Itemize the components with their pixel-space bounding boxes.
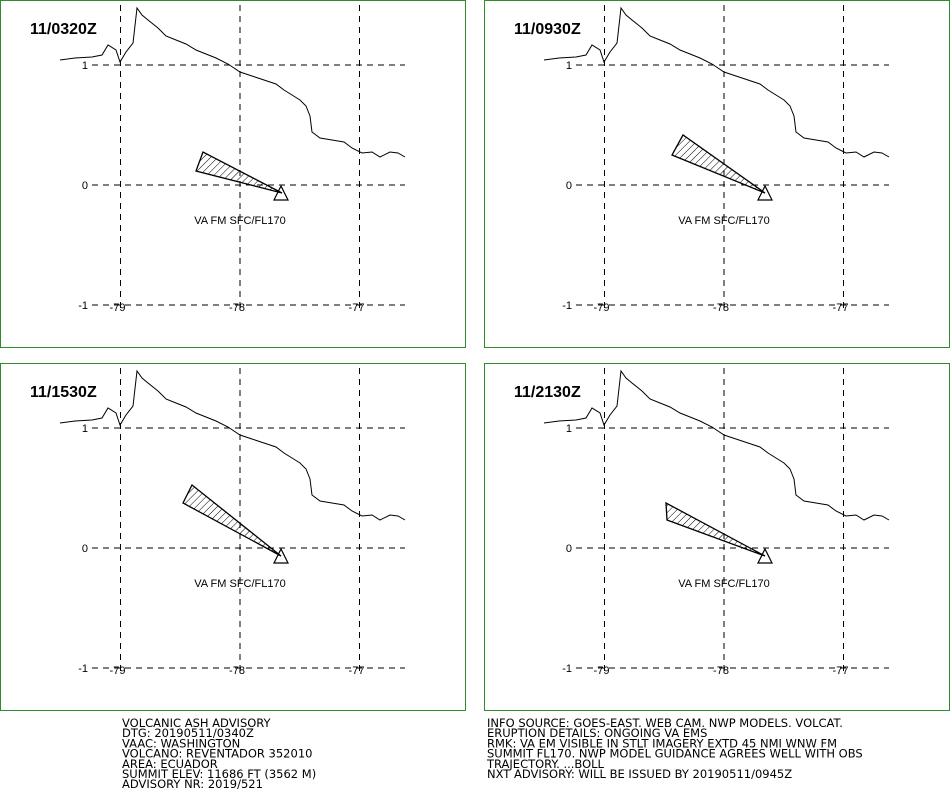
ash-cloud: [195, 151, 283, 194]
ash-label: VA FM SFC/FL170: [194, 578, 286, 590]
volcano-marker: [757, 184, 773, 201]
coastline: [59, 6, 406, 158]
volcano-marker: [273, 547, 289, 564]
panel-frame: [0, 363, 466, 711]
panel-time: 11/1530Z: [30, 384, 97, 401]
longitude-label: -79: [110, 302, 126, 314]
advisory-line: ERUPTION DETAILS: ONGOING VA EMS: [487, 726, 707, 740]
latitude-label: 0: [566, 180, 572, 192]
ash-label: VA FM SFC/FL170: [194, 215, 286, 227]
advisory-line: DTG: 20190511/0340Z: [122, 726, 254, 740]
coastline: [59, 369, 406, 521]
longitude-label: -77: [349, 302, 365, 314]
longitude-label: -79: [594, 302, 610, 314]
volcano-marker: [273, 184, 289, 201]
longitude-label: -78: [229, 302, 245, 314]
ash-cloud: [182, 483, 282, 557]
latitude-label: 0: [566, 543, 572, 555]
longitude-label: -77: [349, 665, 365, 677]
ash-cloud: [665, 501, 766, 557]
map-panel: 1 0 -1 -79 -78 -77 11/2130Z VA FM SFC/FL170: [484, 363, 950, 711]
latitude-label: 1: [566, 60, 572, 72]
ash-label: VA FM SFC/FL170: [678, 578, 770, 590]
advisory-line: AREA: ECUADOR: [122, 757, 218, 771]
panel-time: 11/0930Z: [514, 21, 581, 38]
coastline: [543, 6, 890, 158]
advisory-line: TRAJECTORY. ...BOLL: [486, 757, 605, 771]
advisory-line: SUMMIT ELEV: 11686 FT (3562 M): [122, 767, 316, 781]
volcano-marker: [757, 547, 773, 564]
map-panel: 1 0 -1 -79 -78 -77 11/0320Z VA FM SFC/FL170: [0, 0, 466, 348]
advisory-line: NXT ADVISORY: WILL BE ISSUED BY 20190511…: [487, 767, 792, 781]
longitude-label: -77: [833, 665, 849, 677]
advisory-line: ADVISORY NR: 2019/521: [122, 777, 263, 791]
longitude-label: -78: [713, 665, 729, 677]
longitude-label: -79: [594, 665, 610, 677]
latitude-label: -1: [78, 663, 88, 675]
latitude-label: 1: [82, 60, 88, 72]
advisory-line: INFO SOURCE: GOES-EAST. WEB CAM. NWP MOD…: [487, 716, 843, 730]
coastline: [543, 369, 890, 521]
advisory-line: SUMMIT FL170. NWP MODEL GUIDANCE AGREES …: [487, 747, 863, 761]
latitude-label: -1: [562, 300, 572, 312]
panel-time: 11/0320Z: [30, 21, 97, 38]
advisory-line: VOLCANO: REVENTADOR 352010: [122, 747, 312, 761]
latitude-label: 1: [82, 423, 88, 435]
longitude-label: -78: [229, 665, 245, 677]
ash-cloud: [671, 134, 766, 194]
longitude-label: -78: [713, 302, 729, 314]
latitude-label: 1: [566, 423, 572, 435]
ash-label: VA FM SFC/FL170: [678, 215, 770, 227]
advisory-line: VOLCANIC ASH ADVISORY: [122, 716, 272, 730]
latitude-label: 0: [82, 543, 88, 555]
latitude-label: -1: [562, 663, 572, 675]
advisory-line: RMK: VA EM VISIBLE IN STLT IMAGERY EXTD …: [487, 736, 837, 750]
longitude-label: -77: [833, 302, 849, 314]
longitude-label: -79: [110, 665, 126, 677]
advisory-line: VAAC: WASHINGTON: [122, 736, 240, 750]
latitude-label: -1: [78, 300, 88, 312]
map-panel: 1 0 -1 -79 -78 -77 11/1530Z VA FM SFC/FL170: [0, 363, 466, 711]
map-panel: 1 0 -1 -79 -78 -77 11/0930Z VA FM SFC/FL170: [484, 0, 950, 348]
latitude-label: 0: [82, 180, 88, 192]
panel-time: 11/2130Z: [514, 384, 581, 401]
